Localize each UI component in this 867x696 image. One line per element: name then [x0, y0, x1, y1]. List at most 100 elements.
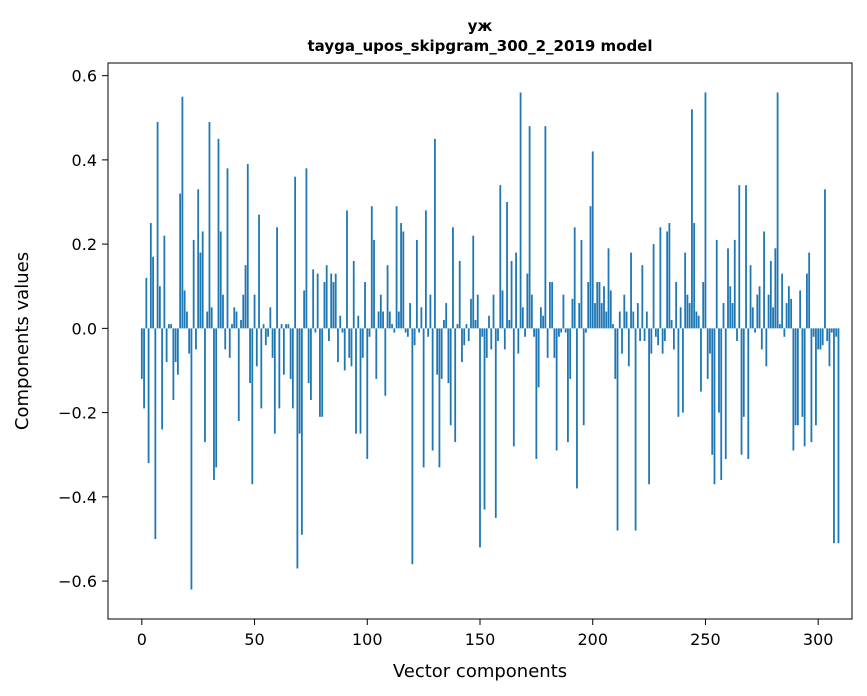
- bar: [736, 328, 738, 341]
- bars-group: [140, 92, 840, 590]
- bar: [787, 286, 790, 329]
- bar: [330, 273, 333, 329]
- bar: [224, 328, 227, 350]
- bar: [424, 210, 427, 329]
- bar: [603, 286, 605, 329]
- bar: [388, 311, 391, 329]
- bar: [319, 328, 321, 417]
- bar: [210, 307, 213, 329]
- bar: [463, 328, 466, 346]
- bar: [785, 303, 788, 329]
- bar: [199, 252, 202, 329]
- bar: [745, 185, 747, 329]
- bar: [217, 138, 220, 329]
- bar: [670, 319, 673, 329]
- bar: [300, 328, 303, 535]
- bar: [533, 328, 536, 337]
- bar: [206, 311, 209, 329]
- bar: [312, 269, 315, 329]
- bar: [774, 248, 777, 329]
- bar: [406, 328, 409, 337]
- y-tick-label: 0.2: [72, 235, 97, 254]
- bar: [668, 223, 671, 329]
- bar: [332, 282, 335, 329]
- bar: [724, 328, 727, 459]
- bar: [605, 311, 608, 329]
- bar: [467, 328, 470, 341]
- bar: [208, 121, 211, 329]
- y-axis-ticks: −0.6 −0.4 −0.2 0.0 0.2 0.4 0.6: [58, 67, 108, 591]
- bar: [438, 328, 441, 468]
- bar: [722, 303, 725, 329]
- bar: [612, 324, 614, 329]
- bar: [397, 311, 400, 329]
- bar: [402, 231, 405, 329]
- bar: [700, 328, 702, 392]
- bar: [186, 311, 188, 329]
- x-tick-label: 100: [352, 630, 383, 649]
- bar: [174, 328, 177, 363]
- bar: [663, 328, 666, 341]
- x-axis-label: Vector components: [393, 661, 567, 682]
- bar: [679, 307, 682, 329]
- bar: [452, 227, 454, 329]
- bar: [587, 282, 590, 329]
- bar: [702, 282, 705, 329]
- bar: [379, 294, 382, 329]
- bar: [819, 328, 822, 350]
- bar: [693, 223, 696, 329]
- bar: [334, 273, 337, 329]
- bar: [821, 328, 824, 346]
- bar: [616, 328, 619, 531]
- bar: [192, 239, 195, 329]
- bar: [479, 328, 481, 548]
- bar: [688, 303, 691, 329]
- bar: [706, 328, 709, 379]
- bar: [817, 328, 820, 350]
- bar: [377, 311, 380, 329]
- bar: [747, 328, 750, 459]
- bar: [803, 328, 806, 447]
- bar: [348, 328, 351, 358]
- bar: [488, 315, 490, 329]
- bar: [474, 319, 477, 329]
- bar: [659, 227, 662, 329]
- bar: [355, 328, 357, 434]
- bar: [391, 324, 393, 329]
- bar: [321, 328, 324, 417]
- bar: [411, 328, 414, 565]
- bar: [837, 328, 840, 544]
- x-axis-ticks: 0 50 100 150 200 250 300: [137, 619, 833, 649]
- bar: [758, 286, 761, 329]
- bar: [499, 185, 502, 329]
- bar: [305, 168, 308, 329]
- bar: [465, 324, 468, 329]
- bar: [569, 328, 572, 379]
- bar: [591, 151, 594, 329]
- bar: [580, 239, 583, 329]
- bar: [539, 307, 542, 329]
- bar: [594, 303, 596, 329]
- bar: [461, 328, 463, 363]
- bar: [197, 189, 200, 329]
- bar: [278, 328, 281, 409]
- bar: [528, 126, 531, 329]
- bar: [485, 328, 488, 358]
- y-tick-label: 0.0: [72, 319, 97, 338]
- bar: [652, 244, 655, 329]
- bar: [445, 303, 448, 329]
- bar: [548, 282, 551, 329]
- bar: [384, 328, 387, 396]
- bar: [526, 273, 529, 329]
- bar: [691, 109, 693, 329]
- bar: [370, 206, 373, 329]
- bar: [400, 223, 402, 329]
- bar: [835, 328, 838, 337]
- bar: [149, 223, 152, 329]
- bar: [709, 328, 711, 354]
- bar: [607, 248, 610, 329]
- bar: [754, 328, 756, 333]
- bar: [826, 328, 829, 341]
- chart-subtitle: tayga_upos_skipgram_300_2_2019 model: [308, 37, 653, 55]
- bar: [456, 324, 459, 329]
